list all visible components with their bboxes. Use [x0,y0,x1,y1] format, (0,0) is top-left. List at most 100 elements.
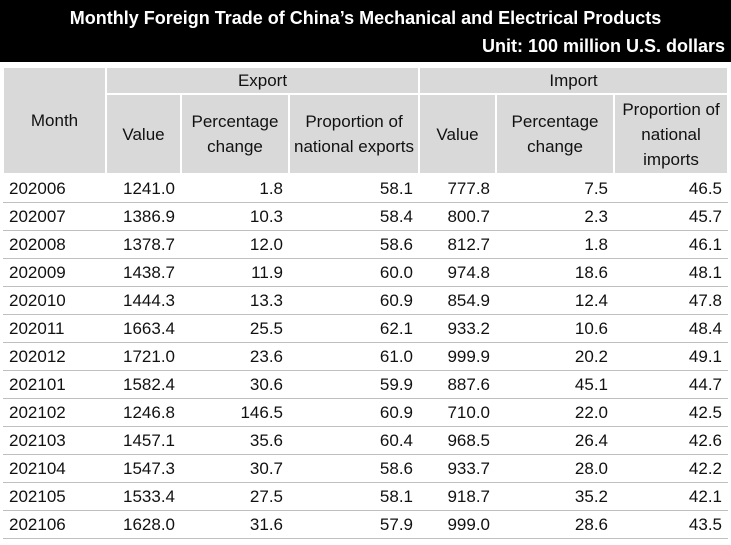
month-cell: 202102 [3,398,106,427]
column-header: Value [105,93,182,175]
value-cell: 854.9 [419,286,497,315]
value-cell: 58.6 [289,454,420,483]
data-row: 202106 1628.0 31.6 57.9 999.0 28.6 43.5 [3,510,729,539]
month-cell: 202009 [3,258,106,287]
value-cell: 2.3 [496,202,615,231]
value-cell: 812.7 [419,230,497,259]
value-cell: 35.6 [181,426,289,455]
data-row: 202010 1444.3 13.3 60.9 854.9 12.4 47.8 [3,286,729,315]
column-header: Proportion of national exports [287,93,421,175]
month-cell: 202104 [3,454,106,483]
value-cell: 58.4 [289,202,420,231]
month-cell: 202101 [3,370,106,399]
value-cell: 1721.0 [106,342,181,371]
value-cell: 23.6 [181,342,289,371]
month-cell: 202105 [3,482,106,511]
value-cell: 710.0 [419,398,497,427]
row-header: Month [2,66,107,175]
value-cell: 60.4 [289,426,420,455]
value-cell: 974.8 [419,258,497,287]
value-cell: 48.4 [614,314,729,343]
value-cell: 30.6 [181,370,289,399]
value-cell: 47.8 [614,286,729,315]
data-row: 202105 1533.4 27.5 58.1 918.7 35.2 42.1 [3,482,729,511]
data-row: 202012 1721.0 23.6 61.0 999.9 20.2 49.1 [3,342,729,371]
group-header: Export [104,66,421,95]
value-cell: 42.5 [614,398,729,427]
value-cell: 26.4 [496,426,615,455]
value-cell: 44.7 [614,370,729,399]
data-row: 202009 1438.7 11.9 60.0 974.8 18.6 48.1 [3,258,729,287]
value-cell: 60.0 [289,258,420,287]
month-cell: 202106 [3,510,106,539]
data-row: 202011 1663.4 25.5 62.1 933.2 10.6 48.4 [3,314,729,343]
data-row: 202101 1582.4 30.6 59.9 887.6 45.1 44.7 [3,370,729,399]
month-cell: 202103 [3,426,106,455]
column-header: Percentage change [180,93,290,175]
value-cell: 1533.4 [106,482,181,511]
table-head: Month Export Import Value Percentage change P… [2,66,730,175]
column-header: Percentage change [495,93,616,175]
value-cell: 933.7 [419,454,497,483]
title: Monthly Foreign Trade of China’s Mechani… [69,8,662,28]
value-cell: 1438.7 [106,258,181,287]
value-cell: 12.0 [181,230,289,259]
value-cell: 1582.4 [106,370,181,399]
unit: Unit: 100 million U.S. dollars [481,36,725,56]
value-cell: 57.9 [289,510,420,539]
value-cell: 999.9 [419,342,497,371]
value-cell: 42.6 [614,426,729,455]
value-cell: 27.5 [181,482,289,511]
month-cell: 202012 [3,342,106,371]
value-cell: 777.8 [419,174,497,203]
value-cell: 28.0 [496,454,615,483]
value-cell: 1663.4 [106,314,181,343]
month-cell: 202006 [3,174,106,203]
value-cell: 49.1 [614,342,729,371]
value-cell: 800.7 [419,202,497,231]
value-cell: 60.9 [289,398,420,427]
value-cell: 20.2 [496,342,615,371]
value-cell: 42.1 [614,482,729,511]
column-header: Value [418,93,498,175]
data-row: 202102 1246.8 146.5 60.9 710.0 22.0 42.5 [3,398,729,427]
value-cell: 58.1 [289,482,420,511]
value-cell: 1.8 [181,174,289,203]
value-cell: 1457.1 [106,426,181,455]
value-cell: 62.1 [289,314,420,343]
month-cell: 202010 [3,286,106,315]
group-header-row: Month Export Import [2,66,730,175]
value-cell: 46.5 [614,174,729,203]
value-cell: 146.5 [181,398,289,427]
value-cell: 1386.9 [106,202,181,231]
value-cell: 10.6 [496,314,615,343]
value-cell: 22.0 [496,398,615,427]
value-cell: 59.9 [289,370,420,399]
value-cell: 30.7 [181,454,289,483]
value-cell: 12.4 [496,286,615,315]
value-cell: 18.6 [496,258,615,287]
value-cell: 35.2 [496,482,615,511]
value-cell: 1444.3 [106,286,181,315]
value-cell: 10.3 [181,202,289,231]
value-cell: 61.0 [289,342,420,371]
value-cell: 1547.3 [106,454,181,483]
value-cell: 1241.0 [106,174,181,203]
value-cell: 25.5 [181,314,289,343]
table-body: 202006 1241.0 1.8 58.1 777.8 7.5 46.5 202007 138… [3,174,729,539]
month-cell: 202008 [3,230,106,259]
value-cell: 933.2 [419,314,497,343]
data-row: 202103 1457.1 35.6 60.4 968.5 26.4 42.6 [3,426,729,455]
value-cell: 7.5 [496,174,615,203]
group-header: Import [418,66,730,95]
value-cell: 43.5 [614,510,729,539]
value-cell: 1246.8 [106,398,181,427]
value-cell: 11.9 [181,258,289,287]
value-cell: 42.2 [614,454,729,483]
value-cell: 58.6 [289,230,420,259]
value-cell: 46.1 [614,230,729,259]
value-cell: 918.7 [419,482,497,511]
value-cell: 28.6 [496,510,615,539]
data-row: 202104 1547.3 30.7 58.6 933.7 28.0 42.2 [3,454,729,483]
